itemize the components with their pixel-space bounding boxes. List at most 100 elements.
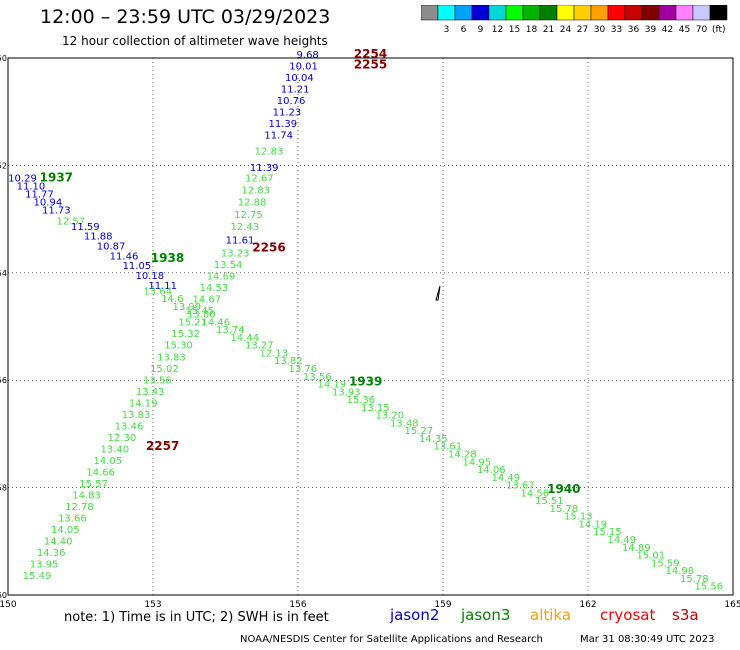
legend-jason3: jason3 <box>461 606 511 624</box>
swh-label: 14.05 <box>93 456 122 467</box>
swh-label: 14.49 <box>492 473 521 484</box>
swh-label: 13.56 <box>303 372 332 383</box>
scale-label: 30 <box>594 25 606 35</box>
lat-label: -54 <box>0 269 7 278</box>
swh-label: 13.67 <box>506 481 535 492</box>
swh-label: 14.67 <box>193 295 222 306</box>
swh-label: 14.69 <box>207 272 236 283</box>
swh-label: 14.89 <box>622 543 651 554</box>
page-title: 12:00 – 23:59 UTC 03/29/2023 <box>40 6 331 28</box>
swh-label: 13.61 <box>434 442 463 453</box>
swh-label: 15.13 <box>564 512 593 523</box>
swh-label: 13.15 <box>361 403 390 414</box>
swh-label: 14.53 <box>200 283 229 294</box>
swh-label: 12.57 <box>57 216 86 227</box>
swh-label: 11.21 <box>281 85 310 96</box>
scale-label: 6 <box>461 25 467 35</box>
swh-label: 15.30 <box>164 341 193 352</box>
swh-label: 12.78 <box>65 502 94 513</box>
credit-text: NOAA/NESDIS Center for Satellite Applica… <box>240 634 543 645</box>
color-scale: 3 6 9 12 15 18 21 24 27 30 33 36 39 42 45 70 (ft) <box>421 5 728 35</box>
swh-label: 13.76 <box>289 364 318 375</box>
swh-label: 10.18 <box>135 271 164 282</box>
swh-label: 14.46 <box>202 317 231 328</box>
legend-jason2: jason2 <box>390 606 440 624</box>
lon-label: 150 <box>0 600 17 610</box>
swh-label: 10.04 <box>285 73 314 84</box>
note-text: note: 1) Time is in UTC; 2) SWH is in fe… <box>64 610 329 625</box>
swh-label: 11.05 <box>123 261 152 272</box>
scale-label: 3 <box>444 25 450 35</box>
lat-label: -60 <box>0 591 7 600</box>
swh-label: 14.06 <box>477 465 506 476</box>
swh-label: 11.39 <box>250 163 279 174</box>
time-label: 2255 <box>354 58 387 72</box>
page-subtitle: 12 hour collection of altimeter wave hei… <box>62 34 328 48</box>
swh-label: 11.59 <box>71 222 100 233</box>
swh-label: 11.77 <box>25 190 54 201</box>
scale-label: 9 <box>478 25 484 35</box>
swh-label: 11.46 <box>110 251 139 262</box>
time-label: 2257 <box>146 439 179 453</box>
swh-label: 14.35 <box>419 434 448 445</box>
lat-label: -56 <box>0 376 7 385</box>
swh-label: 13.95 <box>30 559 59 570</box>
swh-label: 15.02 <box>150 364 179 375</box>
scale-label: 70 <box>696 25 708 35</box>
swh-label: 11.74 <box>264 131 293 142</box>
swh-label: 13.46 <box>115 421 144 432</box>
swh-label: 14.6 <box>161 294 183 305</box>
swh-label: 15.51 <box>535 496 564 507</box>
swh-label: 12.13 <box>260 348 289 359</box>
scale-label: 36 <box>628 25 640 35</box>
swh-label: 13.83 <box>157 352 186 363</box>
swh-label: 13.82 <box>274 356 303 367</box>
swh-label: 13.80 <box>187 310 216 321</box>
swh-label: 13.66 <box>58 513 87 524</box>
lon-label: 153 <box>144 600 161 610</box>
swh-label: 14.98 <box>666 566 695 577</box>
time-label: 1939 <box>349 375 382 389</box>
swh-label: 12.43 <box>231 222 260 233</box>
swh-label: 14.19 <box>579 519 608 530</box>
swh-label: 13.23 <box>221 249 250 260</box>
swh-label: 15.36 <box>347 395 376 406</box>
scale-label: 42 <box>662 25 673 35</box>
lat-label: -58 <box>0 484 7 493</box>
swh-label: 10.29 <box>8 174 37 185</box>
time-label: 1938 <box>151 251 184 265</box>
swh-label: 14.36 <box>37 548 66 559</box>
scale-label: 12 <box>492 25 503 35</box>
swh-label: 15.45 <box>185 306 214 317</box>
legend-cryosat: cryosat <box>600 606 656 624</box>
swh-label: 14.66 <box>86 467 115 478</box>
scale-label: 27 <box>577 25 588 35</box>
swh-label: 15.15 <box>593 527 622 538</box>
time-label: 1937 <box>40 171 73 185</box>
swh-label: 15.78 <box>550 504 579 515</box>
swh-label: 15.49 <box>23 571 52 582</box>
swh-label: 13.48 <box>390 418 419 429</box>
timestamp-text: Mar 31 08:30:49 UTC 2023 <box>580 634 715 645</box>
swh-label: 11.11 <box>148 281 177 292</box>
swh-label: 13.99 <box>173 302 202 313</box>
swh-label: 12.30 <box>108 433 137 444</box>
swh-label: 13.20 <box>376 411 405 422</box>
swh-label: 15.78 <box>680 574 709 585</box>
swh-label: 11.73 <box>42 206 71 217</box>
scale-label: 18 <box>526 25 538 35</box>
swh-label: 14.83 <box>72 490 101 501</box>
swh-label: 10.01 <box>289 62 318 73</box>
legend-altika: altika <box>530 606 572 624</box>
swh-label: 12.67 <box>245 174 274 185</box>
swh-label: 14.19 <box>129 398 158 409</box>
scale-label: 45 <box>679 25 690 35</box>
swh-label: 12.75 <box>234 210 263 221</box>
swh-label: 10.94 <box>34 198 63 209</box>
swh-label: 13.74 <box>216 325 245 336</box>
swh-label: 11.88 <box>84 232 113 243</box>
scale-label: 39 <box>645 25 657 35</box>
legend-s3a: s3a <box>672 606 699 624</box>
scale-unit: (ft) <box>712 25 726 35</box>
swh-label: 11.39 <box>268 119 297 130</box>
